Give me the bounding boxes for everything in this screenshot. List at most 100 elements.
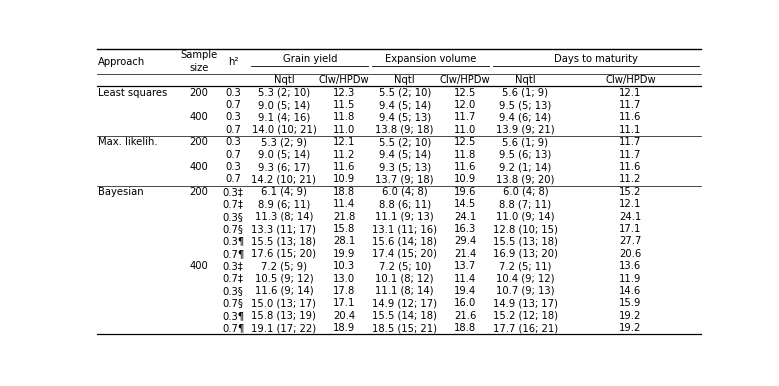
Text: 12.0: 12.0 — [454, 100, 476, 110]
Text: 7.2 (5; 11): 7.2 (5; 11) — [499, 261, 552, 271]
Text: Max. likelih.: Max. likelih. — [98, 137, 157, 147]
Text: 11.7: 11.7 — [619, 137, 642, 147]
Text: 15.9: 15.9 — [619, 298, 642, 308]
Text: CIw/HPDw: CIw/HPDw — [439, 75, 490, 85]
Text: 24.1: 24.1 — [619, 212, 642, 222]
Text: 15.8: 15.8 — [333, 224, 355, 234]
Text: 7.2 (5; 9): 7.2 (5; 9) — [261, 261, 307, 271]
Text: 11.0 (9; 14): 11.0 (9; 14) — [496, 212, 555, 222]
Text: 5.6 (1; 9): 5.6 (1; 9) — [502, 88, 548, 98]
Text: 0.7: 0.7 — [225, 150, 241, 160]
Text: 18.9: 18.9 — [333, 323, 355, 333]
Text: 5.3 (2; 9): 5.3 (2; 9) — [261, 137, 307, 147]
Text: 9.5 (5; 13): 9.5 (5; 13) — [499, 100, 552, 110]
Text: 12.1: 12.1 — [619, 199, 642, 209]
Text: 0.7: 0.7 — [225, 100, 241, 110]
Text: 8.8 (7; 11): 8.8 (7; 11) — [499, 199, 552, 209]
Text: 15.5 (13; 18): 15.5 (13; 18) — [493, 236, 558, 246]
Text: 18.8: 18.8 — [454, 323, 476, 333]
Text: 15.2: 15.2 — [619, 187, 642, 197]
Text: 200: 200 — [189, 88, 208, 98]
Text: 15.5 (13; 18): 15.5 (13; 18) — [252, 236, 316, 246]
Text: Nqtl: Nqtl — [273, 75, 294, 85]
Text: 21.4: 21.4 — [454, 249, 476, 259]
Text: 0.7: 0.7 — [225, 125, 241, 135]
Text: 18.5 (15; 21): 18.5 (15; 21) — [372, 323, 437, 333]
Text: 13.7: 13.7 — [454, 261, 476, 271]
Text: 14.2 (10; 21): 14.2 (10; 21) — [252, 174, 316, 185]
Text: 11.7: 11.7 — [619, 100, 642, 110]
Text: 5.5 (2; 10): 5.5 (2; 10) — [379, 88, 431, 98]
Text: 0.7¶: 0.7¶ — [222, 249, 245, 259]
Text: 10.9: 10.9 — [454, 174, 476, 185]
Text: CIw/HPDw: CIw/HPDw — [319, 75, 369, 85]
Text: 16.0: 16.0 — [454, 298, 476, 308]
Text: 17.6 (15; 20): 17.6 (15; 20) — [252, 249, 316, 259]
Text: 0.7§: 0.7§ — [223, 224, 244, 234]
Text: CIw/HPDw: CIw/HPDw — [605, 75, 656, 85]
Text: 11.6: 11.6 — [619, 162, 642, 172]
Text: 0.3§: 0.3§ — [223, 286, 244, 296]
Text: 11.0: 11.0 — [333, 125, 355, 135]
Text: 0.3¶: 0.3¶ — [222, 311, 245, 321]
Text: 11.1 (9; 13): 11.1 (9; 13) — [375, 212, 434, 222]
Text: 9.5 (6; 13): 9.5 (6; 13) — [499, 150, 552, 160]
Text: 14.9 (13; 17): 14.9 (13; 17) — [493, 298, 558, 308]
Text: 10.4 (9; 12): 10.4 (9; 12) — [496, 274, 555, 284]
Text: 15.5 (14; 18): 15.5 (14; 18) — [372, 311, 437, 321]
Text: 0.3¶: 0.3¶ — [222, 236, 245, 246]
Text: 0.7¶: 0.7¶ — [222, 323, 245, 333]
Text: 11.0: 11.0 — [454, 125, 476, 135]
Text: 19.9: 19.9 — [333, 249, 355, 259]
Text: 11.4: 11.4 — [333, 199, 355, 209]
Text: 11.4: 11.4 — [454, 274, 476, 284]
Text: 10.7 (9; 13): 10.7 (9; 13) — [496, 286, 555, 296]
Text: 12.1: 12.1 — [619, 88, 642, 98]
Text: 11.2: 11.2 — [619, 174, 642, 185]
Text: 19.6: 19.6 — [454, 187, 476, 197]
Text: 12.5: 12.5 — [454, 137, 476, 147]
Text: 6.1 (4; 9): 6.1 (4; 9) — [261, 187, 307, 197]
Text: 11.6: 11.6 — [454, 162, 476, 172]
Text: 11.6: 11.6 — [619, 112, 642, 122]
Text: 17.4 (15; 20): 17.4 (15; 20) — [372, 249, 437, 259]
Text: 14.5: 14.5 — [454, 199, 476, 209]
Text: 0.3‡: 0.3‡ — [223, 261, 244, 271]
Text: 0.3‡: 0.3‡ — [223, 187, 244, 197]
Text: 0.7§: 0.7§ — [223, 298, 244, 308]
Text: 8.9 (6; 11): 8.9 (6; 11) — [258, 199, 310, 209]
Text: 9.0 (5; 14): 9.0 (5; 14) — [258, 100, 310, 110]
Text: Bayesian: Bayesian — [98, 187, 143, 197]
Text: 200: 200 — [189, 137, 208, 147]
Text: Sample
size: Sample size — [180, 51, 217, 73]
Text: 17.1: 17.1 — [333, 298, 355, 308]
Text: 18.8: 18.8 — [333, 187, 355, 197]
Text: 11.6: 11.6 — [333, 162, 355, 172]
Text: Nqtl: Nqtl — [394, 75, 415, 85]
Text: 12.1: 12.1 — [333, 137, 355, 147]
Text: 5.3 (2; 10): 5.3 (2; 10) — [258, 88, 310, 98]
Text: 11.8: 11.8 — [454, 150, 476, 160]
Text: 14.0 (10; 21): 14.0 (10; 21) — [252, 125, 316, 135]
Text: 13.8 (9; 18): 13.8 (9; 18) — [375, 125, 434, 135]
Text: 20.4: 20.4 — [333, 311, 355, 321]
Text: 0.3: 0.3 — [225, 112, 241, 122]
Text: 11.7: 11.7 — [454, 112, 476, 122]
Text: 11.3 (8; 14): 11.3 (8; 14) — [255, 212, 313, 222]
Text: 11.5: 11.5 — [333, 100, 355, 110]
Text: 14.6: 14.6 — [619, 286, 642, 296]
Text: 13.1 (11; 16): 13.1 (11; 16) — [372, 224, 437, 234]
Text: 7.2 (5; 10): 7.2 (5; 10) — [379, 261, 431, 271]
Text: 9.4 (5; 14): 9.4 (5; 14) — [379, 150, 431, 160]
Text: 15.6 (14; 18): 15.6 (14; 18) — [372, 236, 437, 246]
Text: Approach: Approach — [98, 57, 145, 67]
Text: 10.5 (9; 12): 10.5 (9; 12) — [255, 274, 313, 284]
Text: 6.0 (4; 8): 6.0 (4; 8) — [502, 187, 548, 197]
Text: 21.8: 21.8 — [333, 212, 355, 222]
Text: 28.1: 28.1 — [333, 236, 355, 246]
Text: 13.3 (11; 17): 13.3 (11; 17) — [252, 224, 316, 234]
Text: 0.3§: 0.3§ — [223, 212, 244, 222]
Text: 14.9 (12; 17): 14.9 (12; 17) — [372, 298, 437, 308]
Text: 11.1: 11.1 — [619, 125, 642, 135]
Text: h²: h² — [228, 57, 238, 67]
